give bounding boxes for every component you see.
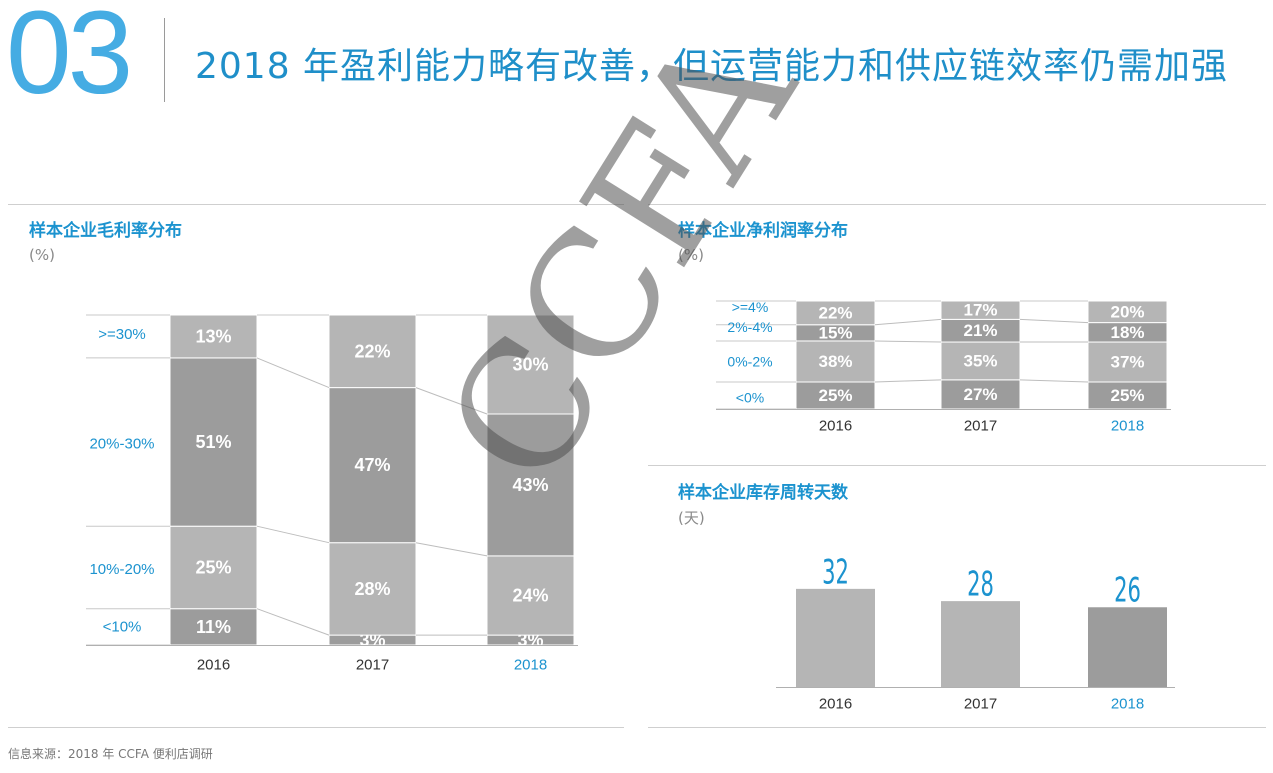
inventory-value-label: 28 (967, 564, 994, 604)
gross-margin-unit: (%) (29, 246, 55, 264)
net-data-label: 17% (963, 301, 997, 320)
gross-category-label: 2018 (514, 657, 547, 674)
section-number: 03 (6, 0, 133, 119)
net-connector-line (1019, 379, 1089, 383)
net-series-label: 0%-2% (727, 353, 772, 369)
net-bar-2018-<0% (1087, 381, 1168, 410)
net-connector-line (874, 318, 942, 326)
source-note: 信息来源：2018 年 CCFA 便利店调研 (8, 747, 213, 761)
gross-data-label: 25% (195, 557, 231, 577)
net-bar-2016->=4% (795, 300, 876, 326)
net-data-label: 37% (1110, 353, 1144, 372)
right-panel-middle-rule (648, 465, 1266, 466)
inventory-bar-2017 (941, 601, 1020, 687)
net-data-label: 25% (1110, 386, 1144, 405)
gross-bar-2018->=30% (486, 314, 575, 415)
net-category-label: 2018 (1111, 418, 1144, 435)
gross-connector-line (256, 608, 330, 636)
gross-series-label: >=30% (98, 326, 146, 343)
net-margin-unit: (%) (678, 246, 704, 264)
inventory-category-label: 2016 (819, 696, 852, 713)
net-connector-line (1019, 318, 1089, 324)
gross-margin-title: 样本企业毛利率分布 (29, 221, 182, 241)
net-data-label: 25% (818, 386, 852, 405)
left-panel-top-rule (8, 204, 624, 205)
gross-bar-2016->=30% (169, 314, 258, 359)
net-bar-2017-<0% (940, 379, 1021, 410)
gross-connector-line (415, 542, 488, 557)
net-bar-2018-0%-2% (1087, 341, 1168, 383)
net-connector-line (874, 379, 942, 383)
gross-connector-line (256, 525, 330, 544)
net-data-label: 20% (1110, 302, 1144, 321)
inventory-days-unit: (天) (678, 509, 705, 527)
gross-category-label: 2017 (356, 657, 389, 674)
gross-data-label: 47% (354, 455, 390, 475)
left-panel-bottom-rule (8, 727, 624, 728)
net-bar-2016-0%-2% (795, 340, 876, 383)
gross-bar-2018-20%-30% (486, 413, 575, 557)
inventory-bar-2016 (796, 588, 875, 687)
net-bar-2016-<0% (795, 381, 876, 410)
gross-data-label: 30% (512, 355, 548, 375)
net-margin-title: 样本企业净利润率分布 (678, 221, 848, 241)
gross-series-label: <10% (103, 618, 142, 635)
net-data-label: 15% (818, 323, 852, 342)
inventory-category-label: 2017 (964, 696, 997, 713)
inventory-value-label: 32 (822, 552, 849, 592)
gross-series-label: 20%-30% (89, 436, 154, 453)
inventory-category-label: 2018 (1111, 696, 1144, 713)
inventory-bar-2018 (1088, 607, 1167, 687)
inventory-days-title: 样本企业库存周转天数 (678, 483, 848, 503)
gross-bar-2017-10%-20% (328, 542, 417, 636)
net-series-label: >=4% (732, 299, 769, 315)
gross-data-label: 43% (512, 475, 548, 495)
gross-data-label: 28% (354, 579, 390, 599)
net-data-label: 18% (1110, 323, 1144, 342)
gross-data-label: 24% (512, 586, 548, 606)
net-data-label: 38% (818, 352, 852, 371)
net-bar-2017-0%-2% (940, 341, 1021, 381)
net-data-label: 22% (818, 303, 852, 322)
net-series-label: 2%-4% (727, 319, 772, 335)
net-data-label: 21% (963, 321, 997, 340)
net-data-label: 27% (963, 385, 997, 404)
gross-data-label: 51% (195, 432, 231, 452)
gross-connector-line (415, 387, 488, 415)
net-data-label: 35% (963, 351, 997, 370)
gross-category-label: 2016 (197, 657, 230, 674)
net-bar-2017->=4% (940, 300, 1021, 320)
gross-series-label: 10%-20% (89, 561, 154, 578)
right-panel-top-rule (648, 204, 1266, 205)
gross-bar-2018-10%-20% (486, 555, 575, 636)
gross-data-label: 11% (196, 617, 231, 637)
inventory-value-label: 26 (1114, 570, 1141, 610)
net-category-label: 2016 (819, 418, 852, 435)
net-connector-line (874, 340, 942, 343)
gross-data-label: 22% (354, 341, 390, 361)
gross-data-label: 13% (195, 326, 231, 346)
page-title: 2018 年盈利能力略有改善，但运营能力和供应链效率仍需加强 (195, 46, 1229, 87)
net-series-label: <0% (736, 390, 764, 406)
header-divider (164, 18, 165, 102)
gross-bar-2017->=30% (328, 314, 417, 389)
gross-connector-line (256, 357, 330, 389)
net-bar-2018->=4% (1087, 300, 1168, 324)
net-category-label: 2017 (964, 418, 997, 435)
right-panel-bottom-rule (648, 727, 1266, 728)
